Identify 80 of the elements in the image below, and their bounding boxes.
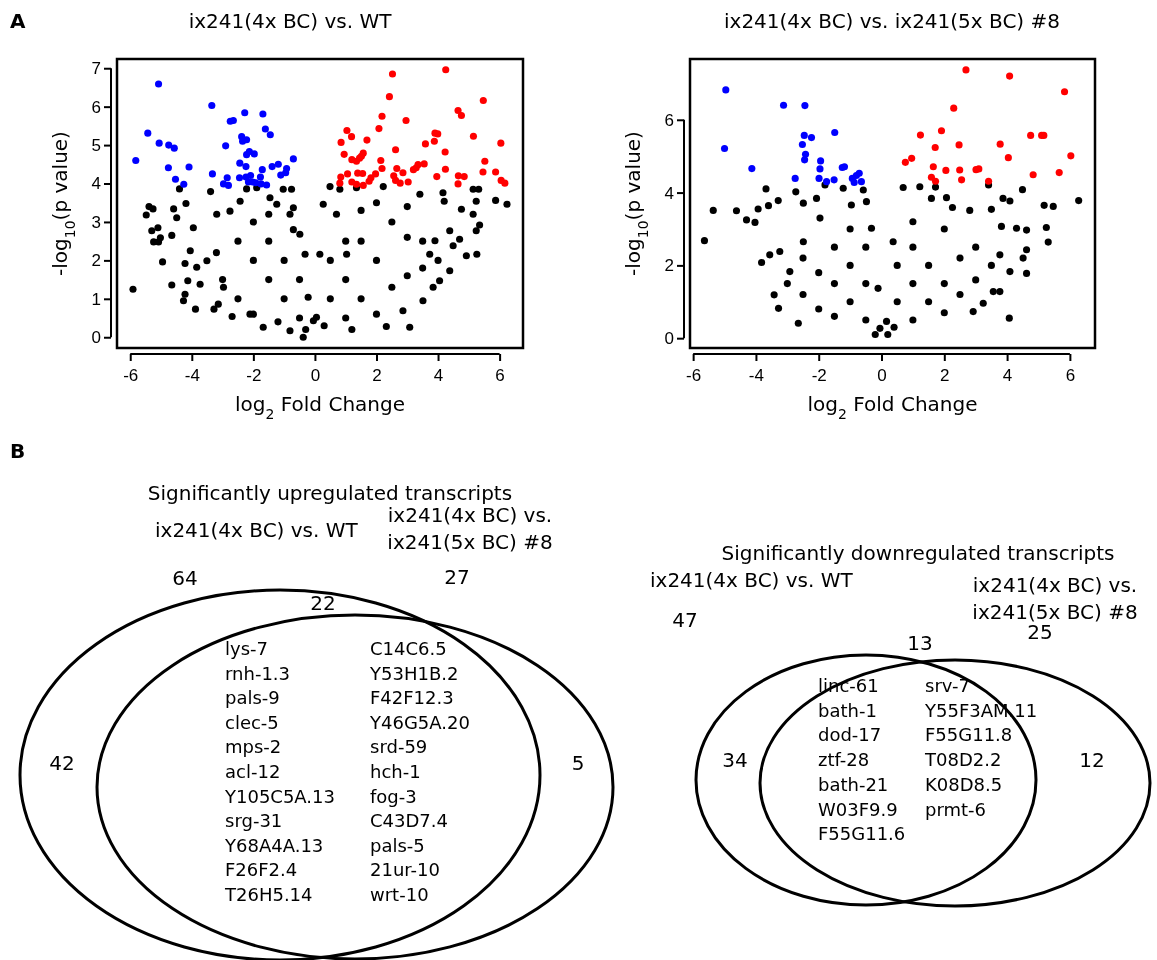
- x-tick-label: 0: [310, 366, 321, 385]
- data-label: 47: [672, 608, 698, 632]
- x-tick-label: -4: [748, 366, 764, 385]
- text: 34: [722, 748, 748, 772]
- text: fog-3: [370, 785, 417, 807]
- text: T26H5.14: [224, 884, 313, 905]
- y-tick-label: 5: [91, 136, 101, 156]
- x-tick-label: 2: [940, 366, 950, 385]
- category-label: ix241(4x BC) vs. WT: [155, 518, 359, 542]
- x-tick-label: 4: [433, 366, 444, 385]
- text: rnh-1.3: [225, 662, 291, 684]
- data-label: 27: [444, 565, 470, 589]
- x-tick-label: -2: [246, 366, 262, 385]
- text: A: [10, 9, 26, 33]
- text: Y53H1B.2: [369, 662, 459, 684]
- chart-title: ix241(4x BC) vs. ix241(5x BC) #8: [723, 9, 1061, 33]
- text: dod-17: [818, 724, 882, 746]
- x-tick-label: -4: [184, 366, 200, 385]
- text: bath-1: [818, 699, 877, 721]
- text: F26F2.4: [225, 859, 298, 881]
- category-label: ix241(4x BC) vs. ix241(5x BC) #8: [972, 573, 1138, 624]
- text: 42: [49, 751, 75, 775]
- y-tick-label: 4: [91, 174, 101, 194]
- x-axis-title: log$_{2}$ Fold Change: [235, 392, 405, 422]
- text: 12: [1079, 748, 1105, 772]
- y-tick-label: 3: [91, 212, 101, 232]
- text: W03F9.9: [818, 798, 898, 820]
- x-tick-label: 2: [372, 366, 382, 385]
- x-tick-label: -2: [811, 366, 827, 385]
- x-tick-label: 4: [1002, 366, 1013, 385]
- y-tick-label: 6: [664, 110, 674, 130]
- text: srv-7: [925, 675, 970, 696]
- text: prmt-6: [925, 798, 987, 820]
- category-label: ix241(4x BC) vs. WT: [650, 568, 854, 592]
- text: F55G11.6: [818, 823, 906, 845]
- text: ztf-28: [818, 749, 870, 771]
- text: F55G11.8: [925, 724, 1013, 746]
- text: srd-59: [370, 736, 428, 758]
- text: Y68A4A.13: [224, 834, 324, 856]
- text: Y105C5A.13: [224, 785, 335, 807]
- y-tick-label: 0: [664, 329, 674, 349]
- text: C14C6.5: [370, 638, 447, 659]
- text: 13: [907, 631, 933, 655]
- text: T08D2.2: [924, 749, 1002, 771]
- text: 22: [310, 591, 336, 615]
- text: bath-21: [818, 773, 889, 795]
- chart-title: ix241(4x BC) vs. WT: [188, 9, 393, 33]
- text: 5: [571, 751, 585, 775]
- text: C43D7.4: [370, 810, 448, 832]
- text: Significantly downregulated transcripts: [721, 541, 1115, 565]
- text: pals-5: [370, 834, 425, 856]
- x-axis-title: log$_{2}$ Fold Change: [807, 392, 978, 422]
- category-label: ix241(4x BC) vs. ix241(5x BC) #8: [387, 503, 553, 554]
- text: acl-12: [225, 761, 281, 782]
- text: F42F12.3: [370, 687, 454, 709]
- text: Significantly upregulated transcripts: [147, 481, 513, 505]
- text: wrt-10: [370, 884, 429, 905]
- x-tick-label: -6: [123, 366, 139, 385]
- text: pals-9: [225, 687, 280, 709]
- y-tick-label: 1: [91, 289, 101, 309]
- x-tick-label: 0: [877, 366, 887, 385]
- x-tick-label: 6: [495, 366, 505, 385]
- data-label: 64: [172, 566, 198, 590]
- x-tick-label: 6: [1065, 366, 1076, 385]
- text: Y46G5A.20: [369, 711, 470, 733]
- text: B: [10, 439, 26, 463]
- y-tick-label: 7: [91, 59, 101, 79]
- text: hch-1: [370, 761, 421, 782]
- text: srg-31: [225, 810, 283, 832]
- text: mps-2: [225, 736, 282, 758]
- y-tick-label: 2: [664, 256, 674, 276]
- y-tick-label: 0: [91, 328, 101, 348]
- text: lys-7: [225, 638, 268, 659]
- text: K08D8.5: [925, 773, 1003, 795]
- y-tick-label: 6: [91, 97, 101, 117]
- text: clec-5: [225, 711, 279, 733]
- text: 21ur-10: [370, 859, 440, 881]
- y-tick-label: 4: [664, 183, 674, 203]
- x-tick-label: -6: [686, 366, 702, 385]
- y-tick-label: 2: [91, 251, 101, 271]
